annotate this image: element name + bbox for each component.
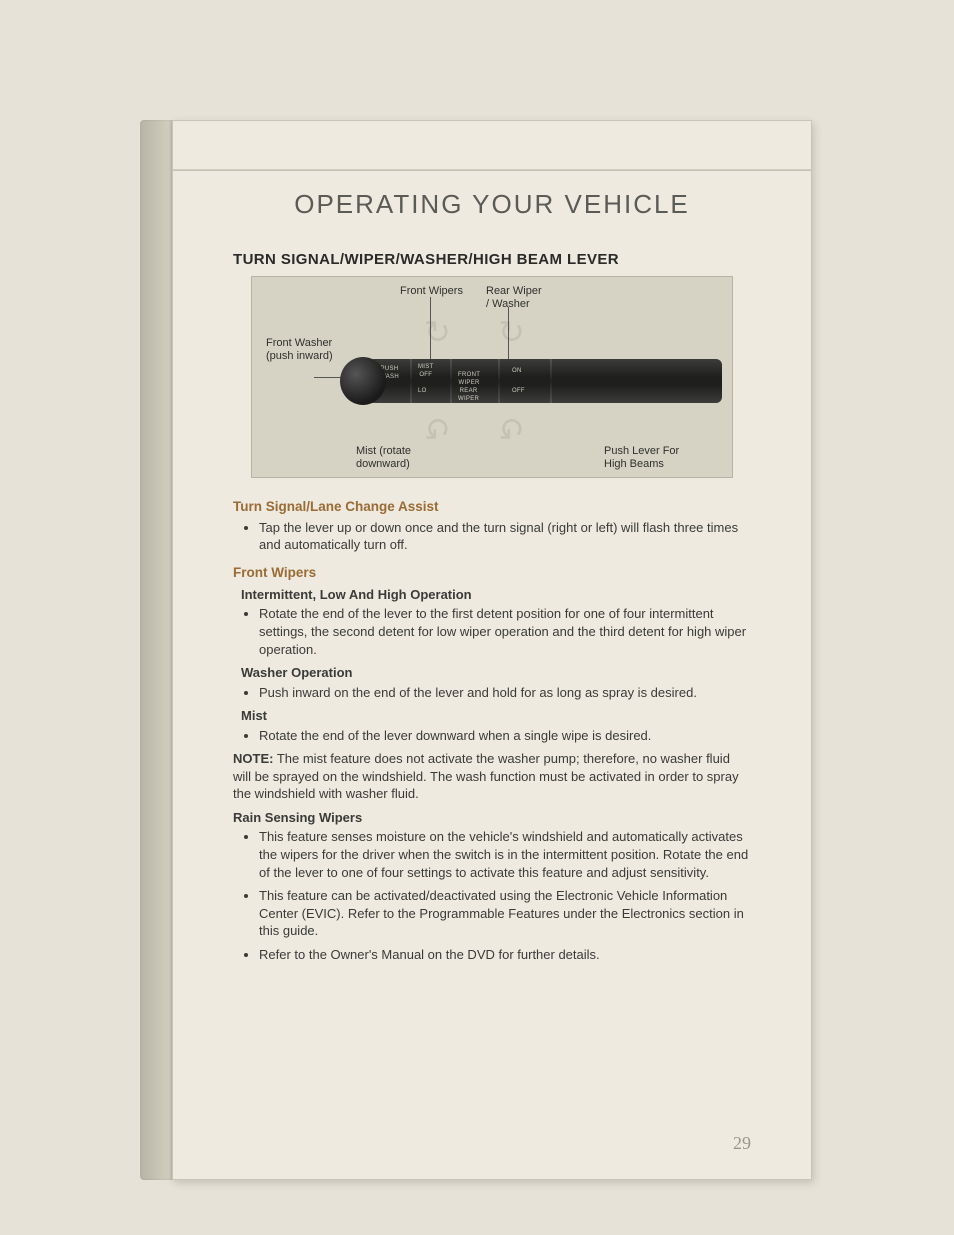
- lever-cap-graphic: [340, 357, 386, 405]
- bold-washer-op: Washer Operation: [241, 664, 751, 682]
- bold-mist: Mist: [241, 707, 751, 725]
- fig-label-front-wipers: Front Wipers: [400, 285, 463, 298]
- lever-text-on: ON: [512, 367, 522, 375]
- bullet-item: Rotate the end of the lever downward whe…: [259, 727, 751, 745]
- pointer-line: [508, 307, 509, 359]
- bullet-list: Rotate the end of the lever to the first…: [233, 605, 751, 658]
- rotation-arrow-icon: ↻: [498, 311, 526, 361]
- bullet-list: Tap the lever up or down once and the tu…: [233, 519, 751, 554]
- lever-text-mist-off: MIST OFF: [418, 363, 434, 379]
- bullet-item: Push inward on the end of the lever and …: [259, 684, 751, 702]
- page-number: 29: [733, 1131, 751, 1155]
- lever-diagram: Front Wipers Rear Wiper / Washer Front W…: [251, 276, 733, 478]
- subheading-turn-signal: Turn Signal/Lane Change Assist: [233, 498, 751, 516]
- manual-page: OPERATING YOUR VEHICLE TURN SIGNAL/WIPER…: [172, 120, 812, 1180]
- note-paragraph: NOTE: The mist feature does not activate…: [233, 750, 751, 803]
- fig-label-rear-wiper: Rear Wiper / Washer: [486, 285, 542, 310]
- lever-segment: [550, 359, 552, 403]
- lever-body-graphic: PUSH WASH MIST OFF FRONT WIPER REAR WIPE…: [352, 359, 722, 403]
- bullet-item: Tap the lever up or down once and the tu…: [259, 519, 751, 554]
- lever-text-rear-wiper: REAR WIPER: [458, 387, 479, 403]
- lever-segment: [410, 359, 412, 403]
- pointer-line: [314, 377, 342, 378]
- fig-label-high-beams: Push Lever For High Beams: [604, 445, 679, 470]
- binding-spine: [140, 120, 172, 1180]
- subheading-front-wipers: Front Wipers: [233, 564, 751, 582]
- section-title: TURN SIGNAL/WIPER/WASHER/HIGH BEAM LEVER: [233, 250, 751, 270]
- bold-intermittent: Intermittent, Low And High Operation: [241, 586, 751, 604]
- rotation-arrow-icon: ↻: [424, 399, 452, 449]
- lever-text-front-wiper: FRONT WIPER: [458, 371, 480, 387]
- bullet-list: Push inward on the end of the lever and …: [233, 684, 751, 702]
- bullet-item: This feature can be activated/deactivate…: [259, 887, 751, 940]
- rotation-arrow-icon: ↻: [424, 311, 452, 361]
- lever-segment: [450, 359, 452, 403]
- rotation-arrow-icon: ↻: [498, 399, 526, 449]
- lever-segment: [498, 359, 500, 403]
- bullet-item: This feature senses moisture on the vehi…: [259, 828, 751, 881]
- header-divider: [173, 169, 811, 171]
- bullet-item: Refer to the Owner's Manual on the DVD f…: [259, 946, 751, 964]
- document-page-wrapper: OPERATING YOUR VEHICLE TURN SIGNAL/WIPER…: [0, 0, 954, 1235]
- lever-text-lo: LO: [418, 387, 427, 395]
- pointer-line: [430, 297, 431, 359]
- bullet-list: This feature senses moisture on the vehi…: [233, 828, 751, 963]
- fig-label-front-washer: Front Washer (push inward): [266, 337, 333, 362]
- bold-rain-sensing: Rain Sensing Wipers: [233, 809, 751, 827]
- bullet-item: Rotate the end of the lever to the first…: [259, 605, 751, 658]
- note-label: NOTE:: [233, 751, 273, 766]
- page-title: OPERATING YOUR VEHICLE: [233, 187, 751, 222]
- bullet-list: Rotate the end of the lever downward whe…: [233, 727, 751, 745]
- fig-label-mist: Mist (rotate downward): [356, 445, 411, 470]
- lever-text-off: OFF: [512, 387, 525, 395]
- note-text: The mist feature does not activate the w…: [233, 751, 739, 801]
